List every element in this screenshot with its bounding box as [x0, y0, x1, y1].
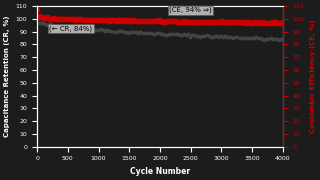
Y-axis label: Coulombic Efficiency (CE, %): Coulombic Efficiency (CE, %)	[310, 20, 316, 133]
Text: (← CR, 84%): (← CR, 84%)	[49, 25, 92, 32]
Y-axis label: Capacitance Retention (CR, %): Capacitance Retention (CR, %)	[4, 16, 10, 137]
Text: (CE, 94% ⇒): (CE, 94% ⇒)	[169, 7, 212, 13]
X-axis label: Cycle Number: Cycle Number	[130, 167, 190, 176]
